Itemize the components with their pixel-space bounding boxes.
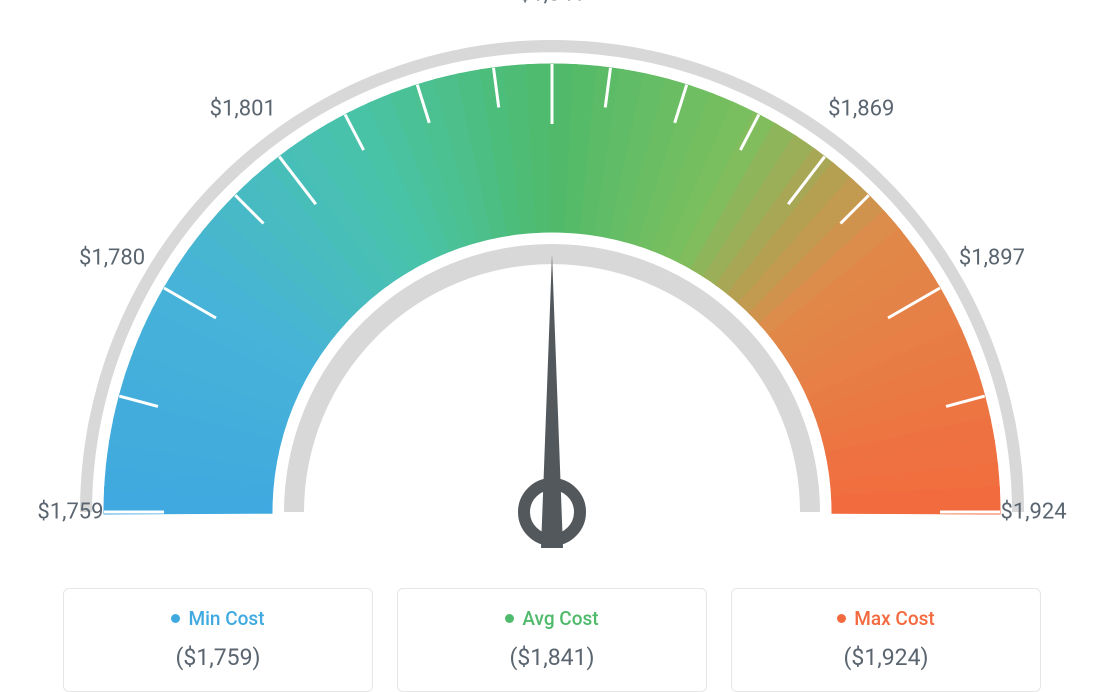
gauge-chart: $1,759 $1,780 $1,801 $1,841 $1,869 $1,897 $1,9… [0,0,1104,560]
min-cost-dot [171,614,180,623]
min-cost-label: Min Cost [188,607,264,630]
max-cost-label-row: Max Cost [754,607,1018,630]
max-cost-dot [837,614,846,623]
min-cost-value: ($1,759) [86,644,350,671]
max-cost-label: Max Cost [854,607,934,630]
avg-cost-value: ($1,841) [420,644,684,671]
avg-cost-box: Avg Cost ($1,841) [397,588,707,692]
max-cost-value: ($1,924) [754,644,1018,671]
min-cost-box: Min Cost ($1,759) [63,588,373,692]
min-cost-label-row: Min Cost [86,607,350,630]
gauge-tick-label: $1,924 [1000,500,1066,525]
avg-cost-dot [505,614,514,623]
avg-cost-label: Avg Cost [522,607,598,630]
gauge-tick-label: $1,780 [79,246,145,271]
summary-boxes: Min Cost ($1,759) Avg Cost ($1,841) Max … [0,588,1104,692]
gauge-tick-label: $1,759 [37,500,103,525]
gauge-tick-label: $1,841 [519,0,585,7]
avg-cost-label-row: Avg Cost [420,607,684,630]
gauge-svg [0,0,1104,560]
gauge-tick-label: $1,801 [210,96,276,121]
gauge-tick-label: $1,869 [828,96,894,121]
gauge-tick-label: $1,897 [959,246,1025,271]
max-cost-box: Max Cost ($1,924) [731,588,1041,692]
